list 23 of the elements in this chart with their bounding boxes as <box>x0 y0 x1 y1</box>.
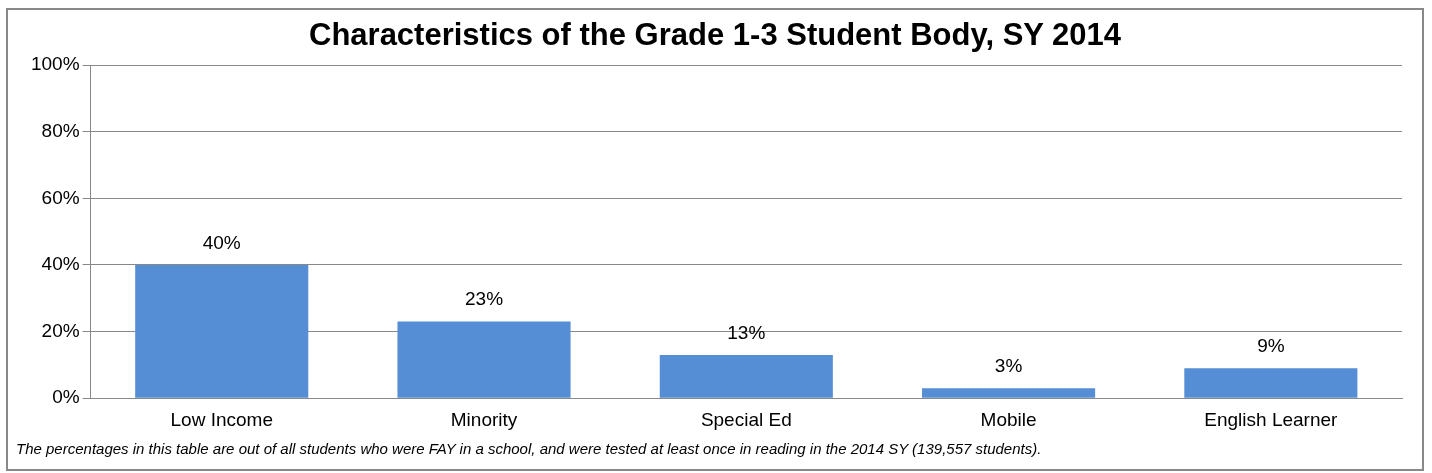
bar <box>1184 368 1358 398</box>
x-tick-label: Mobile <box>980 408 1037 430</box>
y-tick-label: 100% <box>30 53 80 75</box>
data-label: 40% <box>202 231 241 253</box>
chart-title: Characteristics of the Grade 1-3 Student Body, SY 2014 <box>308 17 1122 53</box>
y-tick-label: 0% <box>52 386 80 408</box>
y-tick-label: 40% <box>41 253 80 275</box>
x-tick-label: Special Ed <box>700 408 792 430</box>
x-tick-label: Low Income <box>170 408 273 430</box>
data-label: 23% <box>465 288 504 310</box>
bar <box>397 321 571 398</box>
bar <box>922 388 1096 398</box>
data-label: 13% <box>727 321 766 343</box>
y-tick-label: 20% <box>41 319 80 341</box>
data-label: 3% <box>994 354 1023 376</box>
x-tick-label: Minority <box>450 408 518 430</box>
y-tick-label: 60% <box>41 186 80 208</box>
text: The percentages in this table are out of all students who were FAY in a school, and were tested at least once in reading in the 2014 SY (139,557 students). <box>16 440 1043 457</box>
y-tick-label: 80% <box>41 120 80 142</box>
x-tick-label: English Learner <box>1204 408 1339 430</box>
bar <box>659 354 833 398</box>
bar <box>135 265 309 398</box>
data-label: 9% <box>1257 334 1285 356</box>
